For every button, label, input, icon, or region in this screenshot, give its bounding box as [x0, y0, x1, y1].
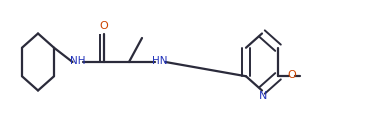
Text: NH: NH: [70, 56, 85, 66]
Text: O: O: [288, 70, 296, 80]
Text: HN: HN: [152, 56, 168, 66]
Text: O: O: [99, 21, 108, 31]
Text: N: N: [259, 91, 267, 101]
